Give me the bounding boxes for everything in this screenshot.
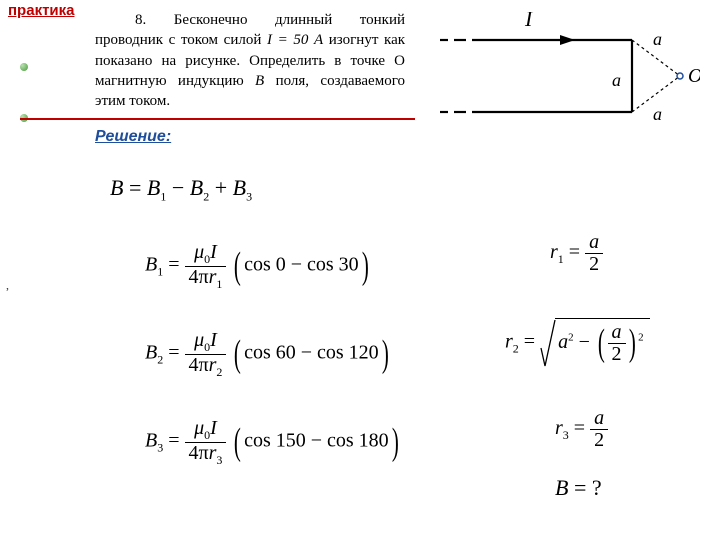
formula-r3: r3 = a 2 xyxy=(555,408,608,451)
i-label: I xyxy=(524,12,534,31)
angles-b1: cos 0 − cos 30 xyxy=(244,254,359,276)
sym-I: I xyxy=(210,241,217,263)
eq-q: = ? xyxy=(568,475,601,500)
sym-minus: − xyxy=(166,175,189,200)
sym: r xyxy=(550,241,558,263)
wire-diagram: I a a a O xyxy=(440,12,700,142)
solution-label: Решение: xyxy=(95,128,171,146)
sym: B xyxy=(145,430,157,452)
formula-r2: r2 = a2 − (a2)2 xyxy=(505,318,650,368)
a-label-top: a xyxy=(653,29,662,49)
sub: 3 xyxy=(157,441,163,455)
a-label-mid: a xyxy=(612,70,621,90)
sym: B xyxy=(555,475,568,500)
formula-b3: B3 = μ0I 4πr3 (cos 150 − cos 180) xyxy=(145,418,401,466)
problem-number: 8. xyxy=(135,12,146,28)
divider-red xyxy=(20,118,415,120)
sub-r3: 3 xyxy=(216,453,222,467)
sym: r xyxy=(555,417,563,439)
sym-4pi: 4π xyxy=(189,266,209,288)
sub: 2 xyxy=(513,342,519,356)
den: 2 xyxy=(590,430,608,451)
num: a xyxy=(585,232,603,254)
formula-main: B = B1 − B2 + B3 xyxy=(110,175,252,204)
formula-r1: r1 = a 2 xyxy=(550,232,603,275)
o-label: O xyxy=(688,65,700,87)
bullet-marker xyxy=(20,63,28,71)
sym-mu: μ xyxy=(194,241,204,263)
sym-plus: + xyxy=(209,175,232,200)
problem-text-2b: I = 50 А xyxy=(267,32,323,48)
angles-b2: cos 60 − cos 120 xyxy=(244,342,379,364)
formula-b2: B2 = μ0I 4πr2 (cos 60 − cos 120) xyxy=(145,330,391,378)
sym-B3: B xyxy=(233,175,246,200)
sym: B xyxy=(145,342,157,364)
problem-statement: 8. Бесконечно длинный тонкий проводник с… xyxy=(95,10,405,111)
sub: 1 xyxy=(157,265,163,279)
den: 2 xyxy=(608,344,626,365)
formula-b1: B1 = μ0I 4πr1 (cos 0 − cos 30) xyxy=(145,242,371,290)
problem-text-2a: проводник с током силой xyxy=(95,32,267,48)
angles-b3: cos 150 − cos 180 xyxy=(244,430,389,452)
sup-2: 2 xyxy=(568,331,574,343)
sym-B1: B xyxy=(147,175,160,200)
sym-a: a xyxy=(558,331,568,353)
sub: 1 xyxy=(558,252,564,266)
sub: 2 xyxy=(157,353,163,367)
problem-text-1: Бесконечно длинный тонкий xyxy=(174,12,405,28)
num: a xyxy=(608,322,626,344)
sub-r1: 1 xyxy=(216,277,222,291)
sym-B: B xyxy=(110,175,123,200)
sub-3: 3 xyxy=(246,189,252,203)
sym: B xyxy=(145,254,157,276)
sym: r xyxy=(505,331,513,353)
stray-comma: , xyxy=(6,278,9,293)
sym-eq: = xyxy=(123,175,146,200)
den: 2 xyxy=(585,254,603,275)
formula-bq: B = ? xyxy=(555,475,602,501)
sub: 3 xyxy=(563,428,569,442)
header-label: практика xyxy=(8,2,75,19)
sym-B2: B xyxy=(190,175,203,200)
num: a xyxy=(590,408,608,430)
problem-text-3b: В xyxy=(255,73,264,89)
sub-r2: 2 xyxy=(216,365,222,379)
a-label-bot: a xyxy=(653,104,662,124)
